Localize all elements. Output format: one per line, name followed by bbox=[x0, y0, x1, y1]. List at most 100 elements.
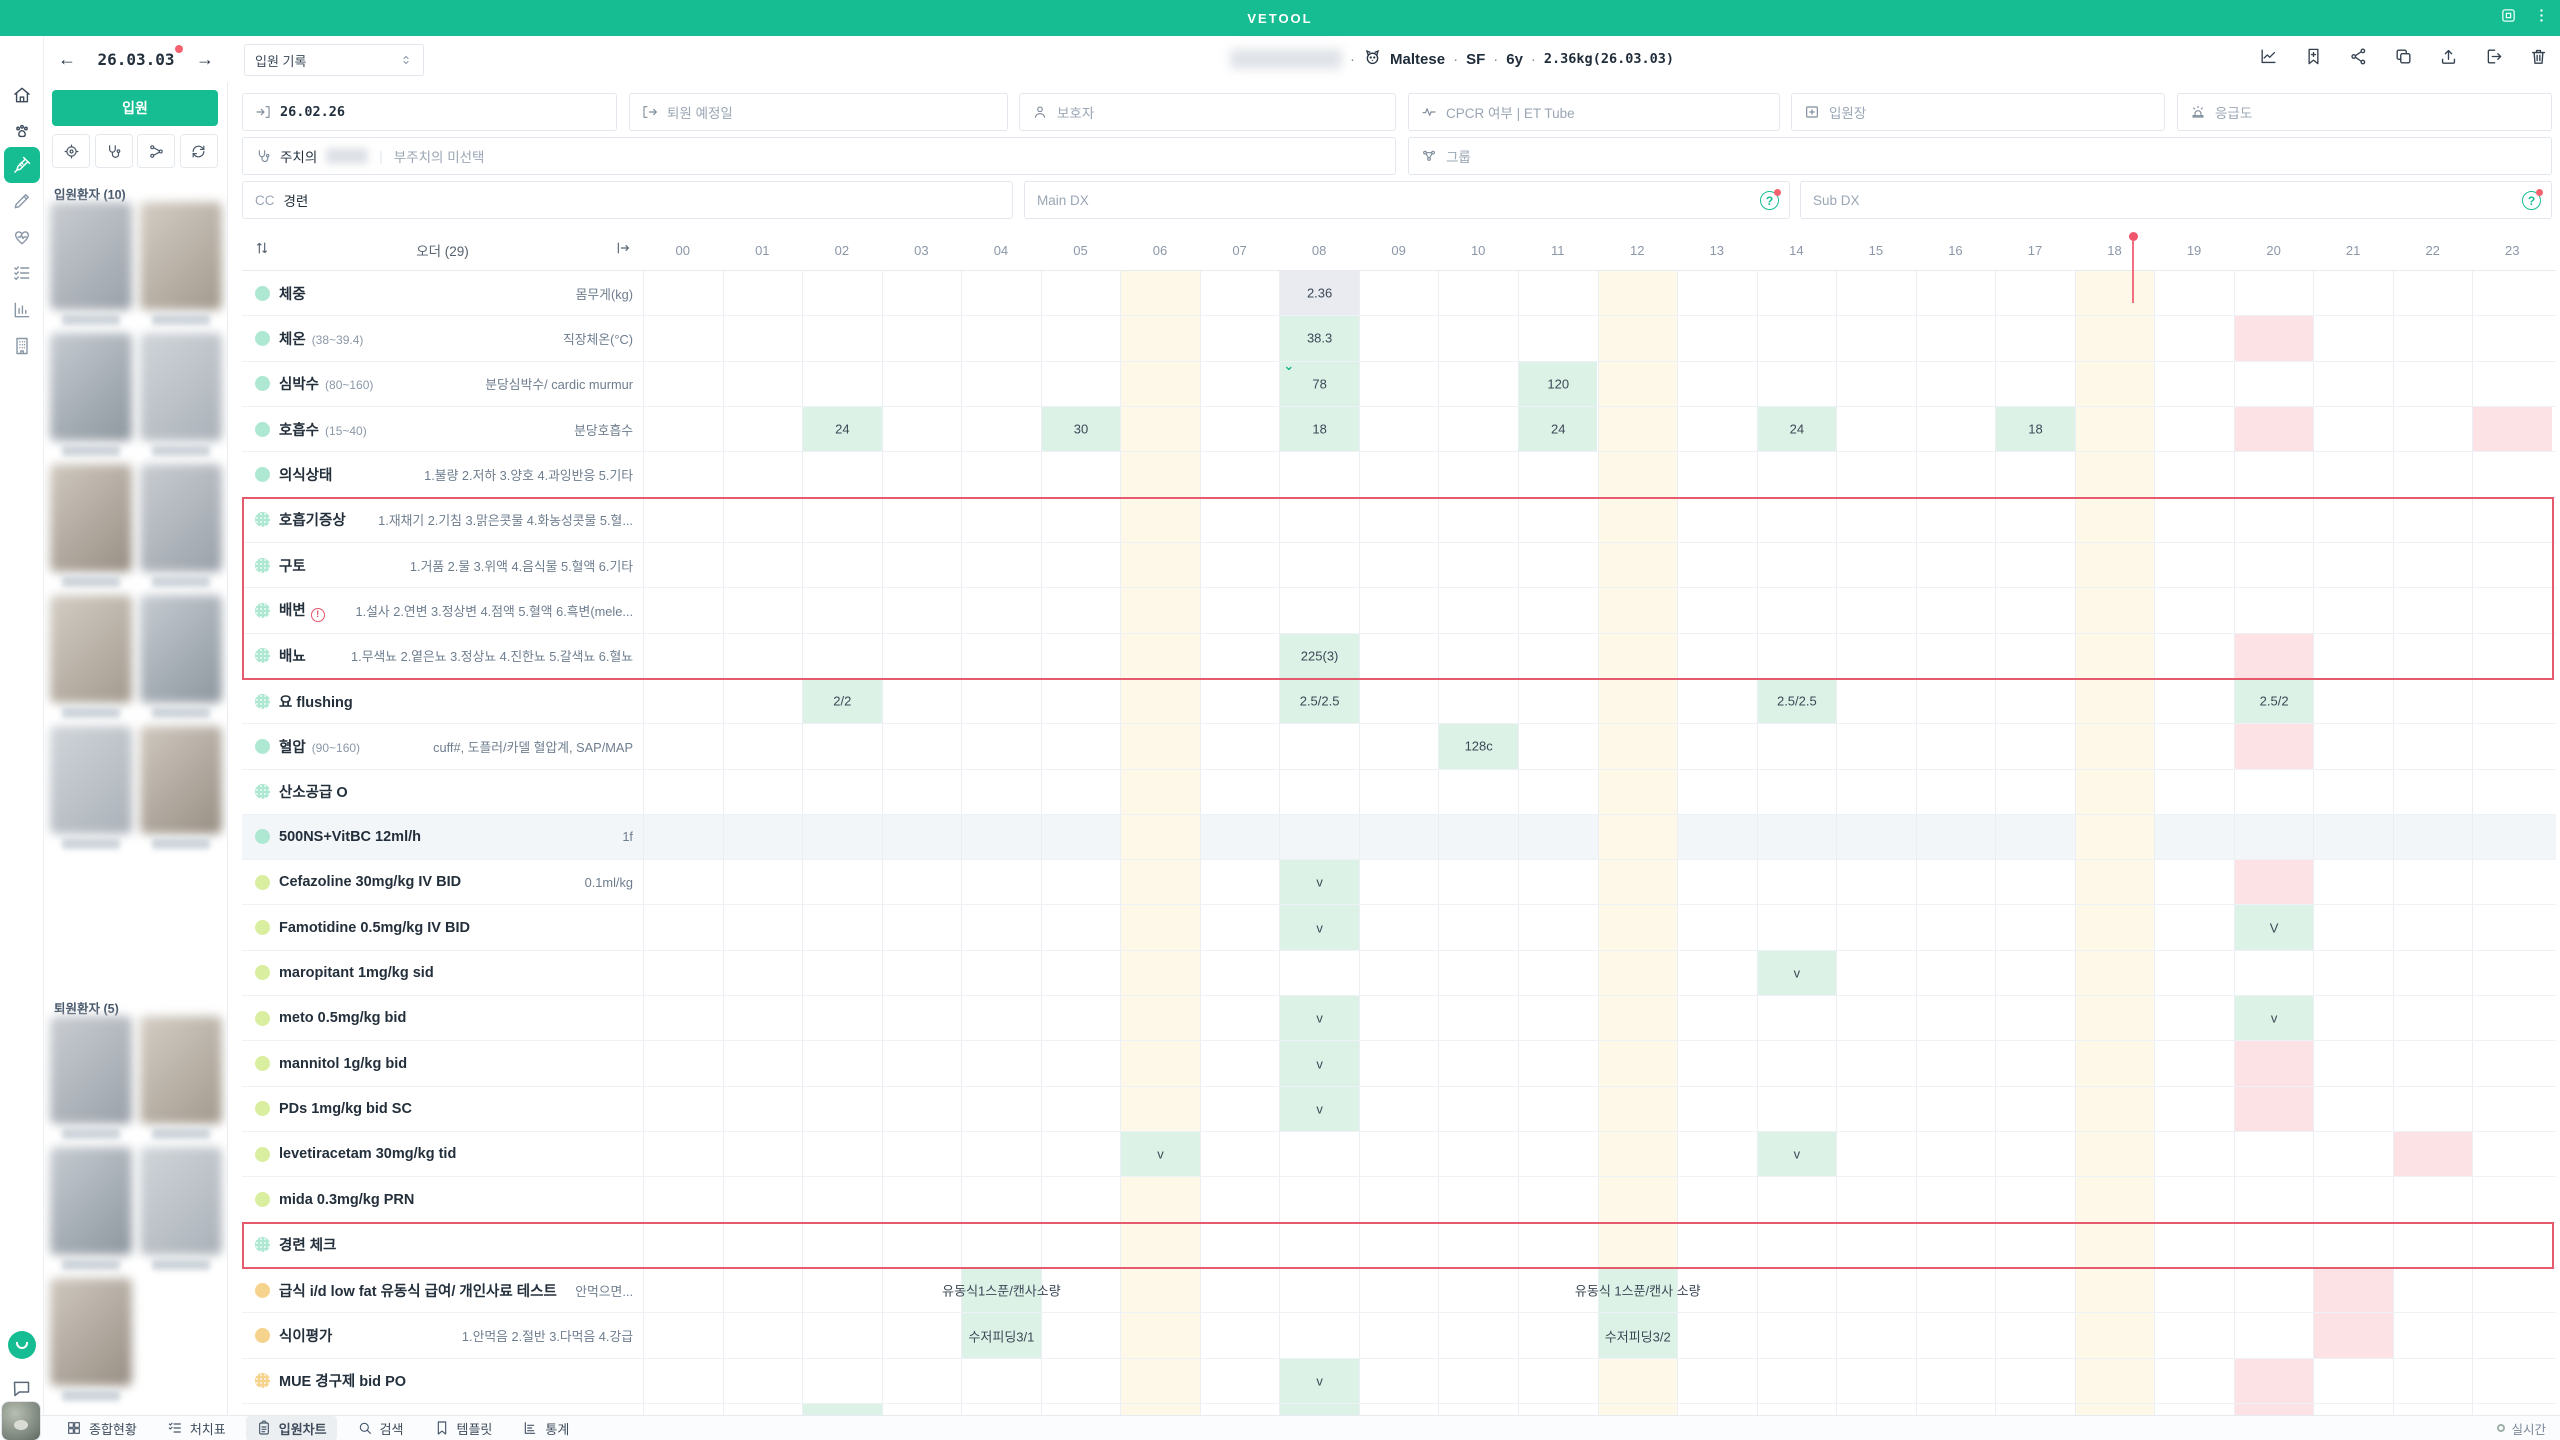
chart-cell[interactable] bbox=[802, 1132, 882, 1177]
chart-cell[interactable] bbox=[722, 1313, 803, 1358]
chart-cell[interactable] bbox=[1517, 814, 1598, 860]
chart-cell[interactable] bbox=[643, 860, 723, 905]
chart-cell[interactable] bbox=[2074, 996, 2155, 1041]
chart-cell[interactable] bbox=[802, 1041, 882, 1086]
patient-card[interactable] bbox=[50, 1016, 132, 1139]
chart-cell[interactable]: v bbox=[1279, 1358, 1359, 1403]
chart-cell[interactable] bbox=[1995, 860, 2075, 905]
order-row[interactable]: v mannitol 1g/kg bid bbox=[242, 1041, 2556, 1087]
chart-cell[interactable] bbox=[2154, 950, 2234, 996]
chart-cell[interactable] bbox=[1756, 769, 1837, 814]
chart-cell[interactable] bbox=[722, 1041, 803, 1086]
chart-cell[interactable] bbox=[1199, 1404, 1280, 1415]
chart-cell[interactable] bbox=[961, 497, 1041, 542]
chart-cell[interactable] bbox=[802, 588, 882, 633]
chart-cell[interactable] bbox=[2392, 1177, 2473, 1222]
chart-cell[interactable] bbox=[2392, 452, 2473, 497]
chart-cell[interactable] bbox=[643, 1041, 723, 1086]
main-dx-help-icon[interactable]: ? bbox=[1760, 189, 1781, 210]
chart-cell[interactable] bbox=[1597, 406, 1678, 452]
next-day-button[interactable]: → bbox=[196, 48, 214, 69]
chart-cell[interactable] bbox=[1438, 497, 1518, 542]
chart-cell[interactable] bbox=[1597, 542, 1678, 588]
chart-cell[interactable] bbox=[1040, 950, 1121, 996]
chart-cell[interactable] bbox=[2074, 361, 2155, 406]
order-label[interactable]: 배변! 1.설사 2.연변 3.정상변 4.점액 5.혈액 6.흑변(mele..… bbox=[242, 588, 643, 632]
chart-cell[interactable] bbox=[2472, 905, 2552, 950]
sub-dx-field[interactable]: Sub DX? bbox=[1800, 181, 2552, 219]
chart-cell[interactable] bbox=[643, 678, 723, 724]
chart-cell[interactable] bbox=[1517, 678, 1598, 724]
chart-cell[interactable] bbox=[1756, 271, 1837, 316]
chart-cell[interactable] bbox=[802, 316, 882, 361]
chart-cell[interactable] bbox=[2392, 678, 2473, 724]
chart-cell[interactable] bbox=[1358, 542, 1439, 588]
chart-cell[interactable] bbox=[1358, 1132, 1439, 1177]
chart-cell[interactable] bbox=[1438, 452, 1518, 497]
chart-cell[interactable] bbox=[1677, 1132, 1757, 1177]
chart-cell[interactable] bbox=[961, 633, 1041, 678]
chart-cell[interactable]: v bbox=[1756, 950, 1837, 996]
chart-cell[interactable] bbox=[1438, 316, 1518, 361]
chart-cell[interactable] bbox=[2472, 361, 2552, 406]
chart-cell[interactable]: 24 bbox=[1517, 406, 1598, 452]
order-row[interactable]: 산소공급 O bbox=[242, 769, 2556, 815]
chart-cell[interactable] bbox=[643, 769, 723, 814]
chart-cell[interactable] bbox=[2313, 905, 2393, 950]
chart-cell[interactable] bbox=[1517, 996, 1598, 1041]
chart-cell[interactable] bbox=[2392, 814, 2473, 860]
chart-cell[interactable] bbox=[722, 542, 803, 588]
chart-cell[interactable] bbox=[2074, 452, 2155, 497]
patient-card[interactable] bbox=[140, 333, 222, 456]
chart-cell[interactable] bbox=[1756, 1222, 1837, 1268]
chart-cell[interactable] bbox=[2154, 1358, 2234, 1403]
chart-cell[interactable] bbox=[2472, 1313, 2552, 1358]
chart-cell[interactable] bbox=[1120, 814, 1200, 860]
chart-cell[interactable]: v bbox=[1279, 905, 1359, 950]
chart-cell[interactable] bbox=[1120, 950, 1200, 996]
chart-cell[interactable] bbox=[1915, 950, 1996, 996]
trash-icon[interactable] bbox=[2529, 47, 2548, 71]
chart-cell[interactable] bbox=[1120, 1222, 1200, 1268]
chart-cell[interactable] bbox=[1438, 814, 1518, 860]
chart-cell[interactable] bbox=[1677, 996, 1757, 1041]
order-row[interactable]: 78 ⌄ 120 심박수 (80~160) 분당심박수/ cardic murmur bbox=[242, 358, 2556, 407]
chart-cell[interactable] bbox=[722, 271, 803, 316]
chart-cell[interactable] bbox=[1358, 361, 1439, 406]
chart-cell[interactable] bbox=[1040, 724, 1121, 769]
chart-cell[interactable]: 225(3) bbox=[1279, 633, 1359, 678]
chart-cell[interactable] bbox=[1199, 1177, 1280, 1222]
chart-cell[interactable] bbox=[1040, 1404, 1121, 1415]
chart-cell[interactable] bbox=[2154, 814, 2234, 860]
sidebar-chart-icon[interactable] bbox=[4, 292, 40, 328]
chart-cell[interactable] bbox=[643, 406, 723, 452]
chart-cell[interactable] bbox=[2233, 1404, 2314, 1415]
chart-cell[interactable] bbox=[1517, 1222, 1598, 1268]
chart-cell[interactable] bbox=[1597, 814, 1678, 860]
patient-card[interactable] bbox=[140, 464, 222, 587]
order-label[interactable]: 요 flushing bbox=[242, 679, 643, 723]
chart-cell[interactable] bbox=[1677, 316, 1757, 361]
chart-cell[interactable] bbox=[1756, 361, 1837, 406]
chart-cell[interactable] bbox=[2472, 950, 2552, 996]
chart-cell[interactable] bbox=[2154, 996, 2234, 1041]
chart-cell[interactable] bbox=[2233, 452, 2314, 497]
chart-cell[interactable] bbox=[1915, 1313, 1996, 1358]
chart-cell[interactable] bbox=[2392, 497, 2473, 542]
chart-cell[interactable] bbox=[2233, 1041, 2314, 1086]
chart-cell[interactable] bbox=[802, 905, 882, 950]
window-restore-icon[interactable] bbox=[2500, 7, 2517, 29]
chart-cell[interactable] bbox=[1199, 633, 1280, 678]
chart-cell[interactable] bbox=[1120, 1404, 1200, 1415]
chart-cell[interactable]: 2/2 bbox=[802, 678, 882, 724]
chart-cell[interactable] bbox=[1279, 542, 1359, 588]
chart-cell[interactable] bbox=[1836, 905, 1916, 950]
order-label[interactable]: Famotidine 0.5mg/kg IV BID bbox=[242, 905, 643, 949]
kebab-menu-icon[interactable] bbox=[2533, 7, 2550, 29]
chart-cell[interactable] bbox=[2313, 1313, 2393, 1358]
chart-cell[interactable] bbox=[2472, 678, 2552, 724]
bookmark-add-icon[interactable] bbox=[2304, 47, 2323, 71]
chart-cell[interactable] bbox=[1995, 950, 2075, 996]
chart-cell[interactable] bbox=[1836, 1358, 1916, 1403]
order-label[interactable]: mida 0.3mg/kg PRN bbox=[242, 1177, 643, 1221]
